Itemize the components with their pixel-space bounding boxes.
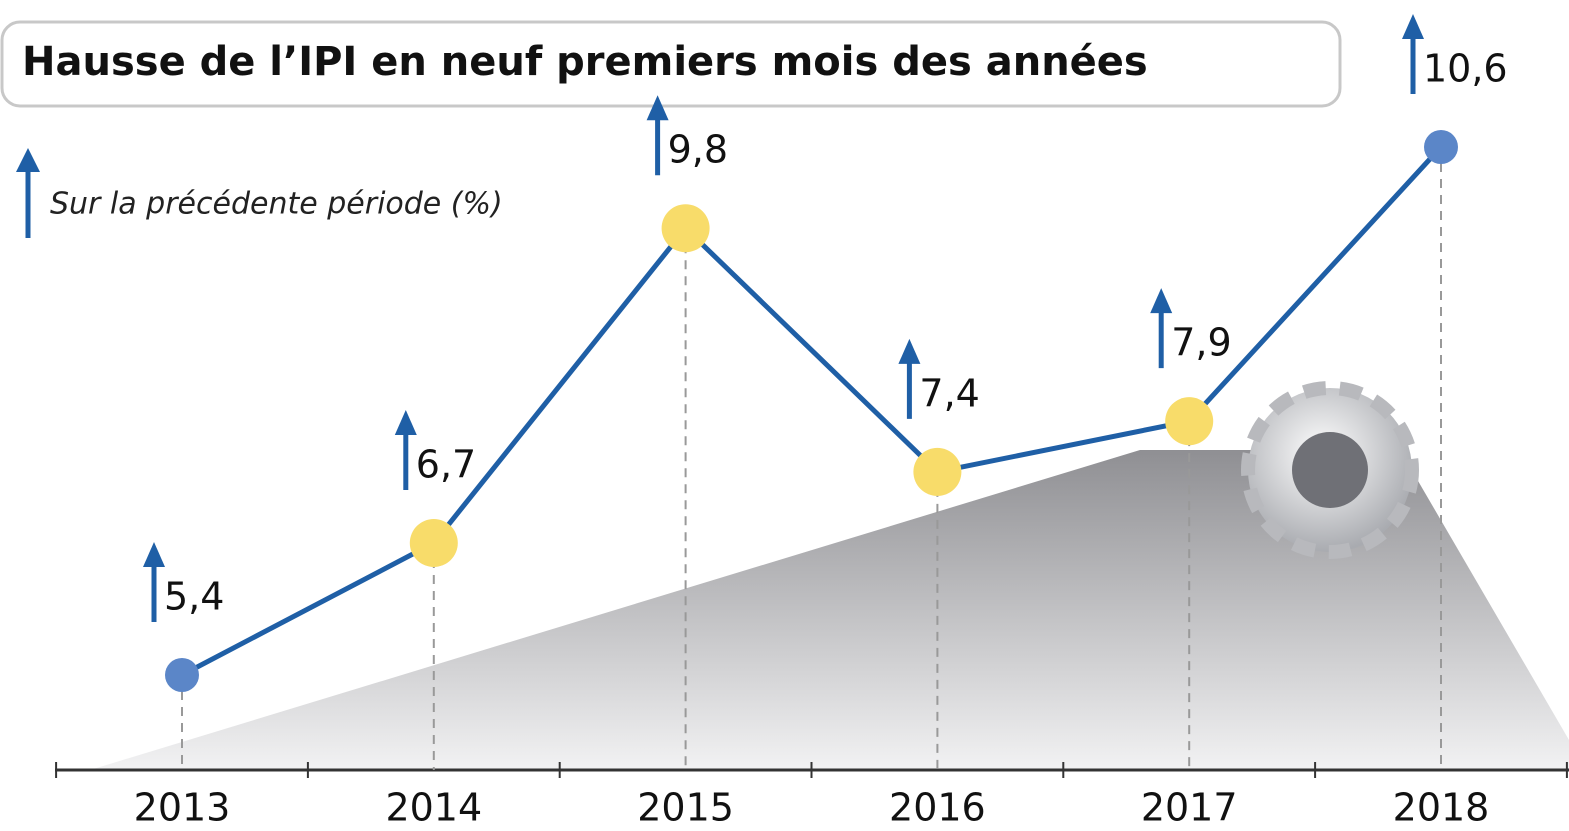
value-label: 7,4 — [919, 371, 979, 415]
subtitle: Sur la précédente période (%) — [50, 187, 503, 222]
x-tick-label: 2014 — [385, 786, 482, 830]
value-arrow-head — [898, 339, 920, 364]
data-point — [913, 448, 961, 496]
value-label: 10,6 — [1423, 47, 1508, 91]
chart: Hausse de l’IPI en neuf premiers mois de… — [0, 0, 1569, 831]
page: {"chart_data": {"type": "line", "title":… — [0, 0, 1569, 831]
chart-title: Hausse de l’IPI en neuf premiers mois de… — [22, 39, 1148, 85]
data-point — [662, 204, 710, 252]
value-arrow-head — [1150, 288, 1172, 313]
value-label: 9,8 — [668, 128, 728, 172]
x-tick-label: 2016 — [889, 786, 986, 830]
data-point — [165, 658, 199, 692]
data-point — [410, 519, 458, 567]
x-tick-label: 2017 — [1141, 786, 1238, 830]
value-label: 5,4 — [164, 575, 224, 619]
value-label: 6,7 — [416, 443, 476, 487]
data-point — [1424, 130, 1458, 164]
value-arrow-head — [143, 542, 165, 567]
x-tick-label: 2015 — [637, 786, 734, 830]
value-label: 7,9 — [1171, 321, 1231, 365]
value-arrow-head — [395, 410, 417, 435]
x-tick-label: 2013 — [134, 786, 231, 830]
x-tick-label: 2018 — [1393, 786, 1490, 830]
subtitle-arrow — [16, 148, 40, 238]
value-arrow-head — [1402, 14, 1424, 39]
gear-icon — [1248, 388, 1412, 552]
data-point — [1165, 397, 1213, 445]
